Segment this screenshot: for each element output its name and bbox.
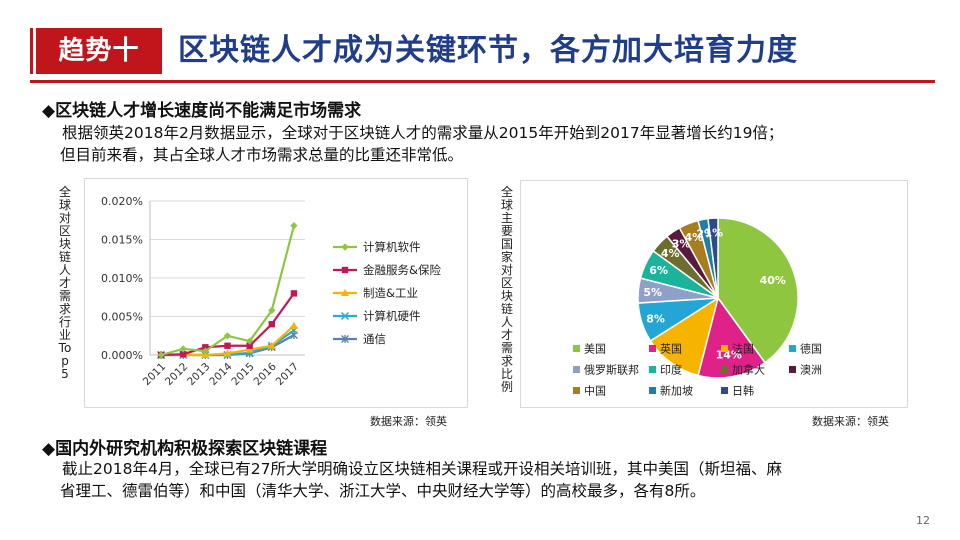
legend-swatch [721,387,728,394]
legend-swatch [649,366,656,373]
legend-label: 英国 [660,342,682,356]
data-point [341,243,349,251]
legend-label: 法国 [732,342,754,356]
legend-label: 德国 [800,342,822,356]
section1-heading: ◆区块链人才增长速度尚不能满足市场需求 [42,96,361,121]
legend-label: 计算机软件 [363,240,421,254]
legend-swatch [649,345,656,352]
slice-label: 4% [685,231,704,244]
pie-slice [717,217,799,364]
y-tick-label: 0.020% [101,195,143,208]
legend-label: 计算机硬件 [363,309,421,323]
line-chart-svg: 0.000%0.005%0.010%0.015%0.020%2011201220… [101,195,441,388]
legend-swatch [649,387,656,394]
legend-label: 日韩 [732,384,754,398]
legend-label: 加拿大 [732,363,765,377]
country-pie-chart: 40% 14% 8% 5% 6% 4% 3% 4% 2% 1% 美国 英国 法国 德国 俄罗斯联邦 印度 加拿大… [520,180,908,408]
slice-label: 6% [649,264,668,277]
slide-title: 区块链人才成为关键环节，各方加大培育力度 [178,33,798,68]
right-chart-ylabel: 全球主要国家对区块链人才需求比例 [500,185,513,394]
bullet-diamond-icon: ◆ [42,101,56,121]
left-chart-ylabel: 全球对区块链人才需求行业Top5 [58,185,72,381]
legend-swatch [721,366,728,373]
slice-label: 4% [661,247,680,260]
section1-paragraph: 根据领英2018年2月数据显示，全球对于区块链人才的需求量从2015年开始到20… [60,122,784,166]
data-point [290,290,298,297]
legend-label: 通信 [363,332,386,346]
y-tick-label: 0.000% [101,349,143,362]
legend-label: 新加坡 [660,384,693,398]
y-tick-label: 0.005% [101,311,143,324]
pie-slice [697,296,767,379]
section2-heading: ◆国内外研究机构积极探索区块链课程 [42,434,327,459]
legend-swatch [789,345,796,352]
legend-label: 俄罗斯联邦 [584,364,639,377]
legend-swatch [573,366,580,373]
data-point [340,311,350,321]
data-point [341,289,349,296]
legend-swatch [573,345,580,352]
data-point [246,337,254,345]
y-tick-label: 0.010% [101,272,143,285]
page-number: 12 [916,514,930,527]
slice-label: 40% [760,274,786,287]
section1-line2: 但目前来看，其占全球人才市场需求总量的比重还非常低。 [60,146,464,164]
slice-label: 3% [672,238,691,251]
data-point [268,321,275,328]
x-tick-label: 2016 [252,360,280,388]
header-accent-bar [30,28,33,74]
data-point [267,341,276,349]
bullet-diamond-icon: ◆ [42,439,56,459]
y-tick-label: 0.015% [101,234,143,247]
section1-line1: 根据领英2018年2月数据显示，全球对于区块链人才的需求量从2015年开始到20… [62,124,784,142]
x-tick-label: 2015 [229,361,256,388]
data-point [245,345,254,353]
trend-tag: 趋势十 [36,28,162,74]
slice-label: 8% [646,312,665,325]
x-tick-label: 2014 [207,360,235,388]
legend-label: 制造&工业 [363,286,418,300]
legend-label: 印度 [660,363,682,377]
legend-label: 澳洲 [800,364,822,377]
x-tick-label: 2017 [274,361,301,388]
data-point [289,321,298,329]
data-point [157,351,165,359]
legend-label: 金融服务&保险 [363,263,441,277]
x-tick-label: 2012 [163,361,190,388]
data-point [341,335,349,343]
source-right: 数据来源：领英 [812,415,889,428]
section2-line2: 省理工、德雷伯等）和中国（清华大学、浙江大学、中央财经大学等）的高校最多，各有8… [60,482,706,500]
legend-swatch [573,387,580,394]
legend-swatch [721,345,728,352]
section2-paragraph: 截止2018年4月，全球已有27所大学明确设立区块链相关课程或开设相关培训班，其… [60,458,783,502]
data-point [246,342,253,349]
legend-label: 中国 [584,385,606,398]
header-divider [30,80,935,83]
section2-heading-text: 国内外研究机构积极探索区块链课程 [55,439,328,459]
slice-label: 5% [643,286,662,299]
data-point [202,344,209,351]
x-tick-label: 2011 [141,361,168,388]
legend-swatch [789,366,796,373]
pie-slice [649,296,720,377]
section1-heading-text: 区块链人才增长速度尚不能满足市场需求 [55,101,362,121]
slice-label: 1% [705,227,724,240]
legend-label: 美国 [584,343,606,356]
data-point [290,222,298,230]
section2-line1: 截止2018年4月，全球已有27所大学明确设立区块链相关课程或开设相关培训班，其… [62,460,783,478]
data-point [223,332,232,340]
slide-header: 趋势十 区块链人才成为关键环节，各方加大培育力度 [0,0,960,83]
data-point [341,266,349,274]
industry-line-chart: 0.000% 0.005% 0.010% 0.015% 0.020% 2011 2012 20… [84,178,468,408]
data-point [224,342,231,349]
x-tick-label: 2013 [185,361,212,388]
data-point [180,351,187,358]
source-left: 数据来源：领英 [370,415,447,428]
pie-slice [707,217,719,299]
data-point [223,349,232,357]
